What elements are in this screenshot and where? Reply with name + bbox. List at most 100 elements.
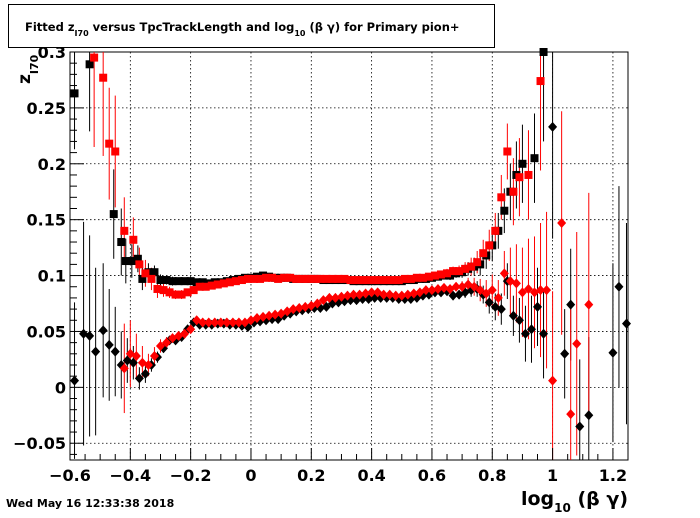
data-point-diamond [234,317,244,328]
data-point-diamond [517,287,527,298]
data-point-square [262,273,271,282]
data-point-square [418,273,427,282]
footer-datetime: Wed May 16 12:33:38 2018 [6,497,175,510]
data-point-square [268,273,277,282]
data-point-square [129,235,138,244]
y-tick-label: 0.05 [27,322,66,341]
data-point-diamond [421,285,431,296]
y-tick-label: 0 [55,378,66,397]
data-point-diamond [180,328,190,339]
data-points [70,48,631,432]
axes [69,62,629,460]
data-point-diamond [508,310,518,321]
frame-border [69,51,629,461]
data-point-square [135,260,144,269]
data-point-diamond [270,309,280,320]
data-point-diamond [162,337,172,348]
data-point-diamond [409,288,419,299]
data-point-diamond [481,288,491,299]
data-point-diamond [520,328,530,339]
data-point-square [370,276,379,285]
data-point-square [165,288,174,297]
data-point-square [334,274,343,283]
data-point-diamond [300,301,310,312]
data-point-square [436,270,445,279]
data-point-diamond [312,298,322,309]
x-tick-labels: −0.6 −0.4 −0.2 0 0.2 0.4 0.6 0.8 1 1.2 [49,466,627,485]
data-point-square [382,276,391,285]
data-point-square [243,274,252,283]
data-point-diamond [131,351,141,362]
data-point-square [310,274,319,283]
data-point-square [138,274,147,283]
x-tick-label: 0.2 [297,466,325,485]
data-point-square [237,276,246,285]
y-axis-label: zI70 [15,54,41,84]
data-point-diamond [397,290,407,301]
x-axis-label: log10 (β γ) [521,488,628,514]
data-point-square [186,277,195,286]
data-point-square [304,274,313,283]
y-tick-label: 0.1 [38,267,66,286]
data-point-diamond [621,318,631,329]
data-point-diamond [475,285,485,296]
data-point-square [156,276,165,285]
data-point-square [121,257,130,266]
data-point-square [536,77,545,86]
data-point-square [509,187,518,196]
data-point-diamond [143,359,153,370]
data-point-square [180,277,189,286]
data-point-diamond [584,410,594,421]
data-point-square [449,267,458,276]
data-point-square [133,254,142,263]
data-point-square [99,73,108,82]
data-point-square [467,262,476,271]
data-point-diamond [572,338,582,349]
chart-title-box: Fitted zI70 versus TpcTrackLength and lo… [8,4,495,48]
data-point-diamond [566,409,576,420]
data-point-square [364,276,373,285]
data-point-diamond [379,289,389,300]
data-point-diamond [336,291,346,302]
y-tick-label: 0.25 [27,99,66,118]
data-point-square [286,273,295,282]
data-point-diamond [149,351,159,362]
data-point-square [225,278,234,287]
data-point-diamond [548,121,558,132]
data-point-square [424,272,433,281]
data-point-diamond [548,375,558,386]
data-point-square [280,273,289,282]
data-point-diamond [70,375,80,386]
data-point-diamond [186,324,196,335]
data-point-square [539,48,548,56]
x-tick-label: 0.6 [418,466,446,485]
data-point-diamond [110,346,120,357]
data-point-diamond [514,315,524,326]
data-point-square [479,249,488,258]
x-tick-label: −0.4 [109,466,151,485]
data-point-diamond [294,302,304,313]
data-point-square [388,276,397,285]
data-point-diamond [134,373,144,384]
data-point-diamond [258,311,268,322]
chart-title: Fitted zI70 versus TpcTrackLength and lo… [25,20,460,38]
x-tick-label: −0.2 [170,466,212,485]
data-point-diamond [321,301,331,312]
data-point-square [503,147,512,156]
x-tick-label: 1.2 [599,466,627,485]
data-point-square [358,276,367,285]
data-point-diamond [98,325,108,336]
data-point-square [231,277,240,286]
data-point-square [213,280,222,289]
data-point-square [376,276,385,285]
data-point-diamond [403,289,413,300]
data-point-square [340,274,349,283]
data-point-square [127,257,136,266]
data-point-square [406,274,415,283]
data-point-square [207,281,216,290]
data-point-diamond [557,218,567,229]
data-point-diamond [324,292,334,303]
data-point-square [461,264,470,273]
data-point-diamond [228,317,238,328]
